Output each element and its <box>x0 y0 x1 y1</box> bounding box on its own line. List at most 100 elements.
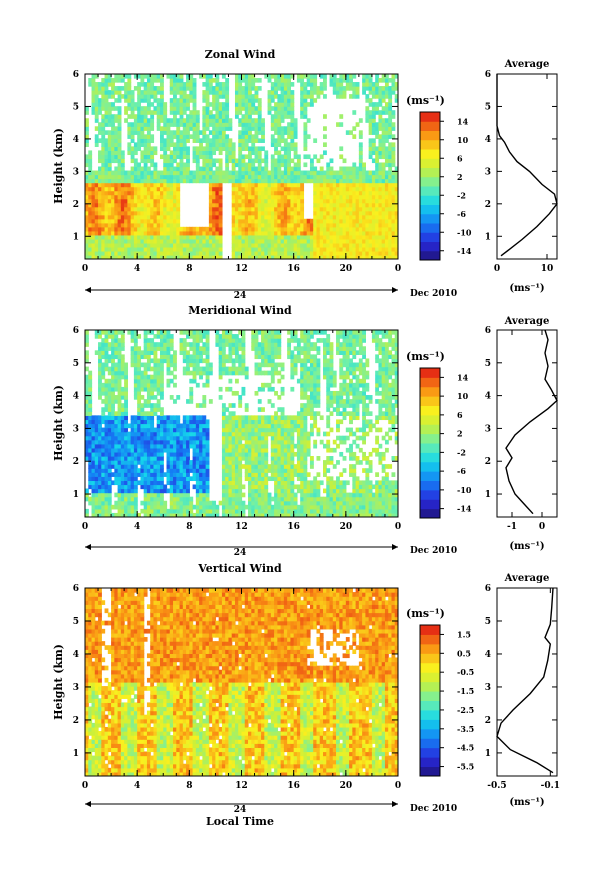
heatmap-cell <box>140 142 145 147</box>
heatmap-cell <box>104 390 109 396</box>
heatmap-cell <box>107 142 112 147</box>
heatmap-cell <box>127 202 132 208</box>
heatmap-cell <box>349 74 353 79</box>
heatmap-cell <box>146 338 151 343</box>
heatmap-cell <box>358 182 363 188</box>
heatmap-cell <box>358 214 363 220</box>
heatmap-cell <box>166 334 171 339</box>
heatmap-cell <box>248 250 252 256</box>
heatmap-cell <box>384 254 389 259</box>
heatmap-cell <box>195 346 200 351</box>
heatmap-cell <box>241 234 246 240</box>
heatmap-cell <box>186 238 190 244</box>
heatmap-cell <box>101 254 106 259</box>
heatmap-cell <box>166 126 171 131</box>
heatmap-cell <box>127 210 132 216</box>
heatmap-cell <box>202 382 207 388</box>
heatmap-cell <box>104 342 109 347</box>
heatmap-cell <box>101 174 106 180</box>
heatmap-cell <box>394 174 398 180</box>
heatmap-cell <box>124 508 128 514</box>
heatmap-cell <box>358 226 363 232</box>
heatmap-cell <box>98 500 102 506</box>
heatmap-cell <box>212 198 217 204</box>
heatmap-cell <box>388 238 393 244</box>
heatmap-cell <box>98 102 102 107</box>
heatmap-cell <box>127 190 132 196</box>
heatmap-cell <box>371 202 376 208</box>
heatmap-cell <box>283 210 288 216</box>
heatmap-cell <box>130 354 135 360</box>
heatmap-cell <box>143 210 148 216</box>
heatmap-cell <box>238 500 243 506</box>
heatmap-cell <box>166 250 171 256</box>
heatmap-cell <box>303 246 308 252</box>
heatmap-cell <box>117 198 122 204</box>
heatmap-cell <box>277 178 282 184</box>
heatmap-cell <box>130 94 135 99</box>
heatmap-cell <box>101 106 106 111</box>
heatmap-cell <box>381 254 386 259</box>
heatmap-cell <box>391 142 396 147</box>
heatmap-cell <box>130 472 135 477</box>
heatmap-cell <box>218 102 223 107</box>
heatmap-cell <box>388 154 393 160</box>
heatmap-cell <box>306 170 311 176</box>
heatmap-cell <box>371 230 376 236</box>
heatmap-cell <box>156 464 161 469</box>
heatmap-cell <box>283 170 288 176</box>
heatmap-cell <box>107 500 112 506</box>
heatmap-cell <box>186 334 190 339</box>
heatmap-cell <box>290 74 295 79</box>
heatmap-cell <box>231 431 236 437</box>
heatmap-cell <box>375 110 380 115</box>
heatmap-cell <box>143 447 148 453</box>
heatmap-cell <box>371 194 376 200</box>
heatmap-cell <box>394 182 398 188</box>
heatmap-cell <box>368 206 373 212</box>
heatmap-cell <box>159 246 164 252</box>
heatmap-cell <box>179 435 184 441</box>
heatmap-cell <box>133 390 138 396</box>
heatmap-cell <box>257 238 262 244</box>
heatmap-cell <box>228 158 233 164</box>
heatmap-cell <box>234 110 239 115</box>
heatmap-cell <box>159 407 164 412</box>
heatmap-cell <box>231 334 236 339</box>
heatmap-cell <box>381 226 386 232</box>
heatmap-cell <box>146 242 151 248</box>
heatmap-cell <box>352 190 357 196</box>
heatmap-cell <box>336 178 340 184</box>
heatmap-cell <box>234 370 239 376</box>
heatmap-cell <box>309 78 314 83</box>
heatmap-cell <box>371 94 376 99</box>
heatmap-cell <box>329 198 334 204</box>
heatmap-cell <box>189 234 194 240</box>
heatmap-cell <box>238 439 243 445</box>
heatmap-cell <box>182 476 187 482</box>
heatmap-cell <box>179 102 184 107</box>
heatmap-cell <box>189 122 194 127</box>
heatmap-cell <box>88 198 93 204</box>
heatmap-cell <box>215 90 220 95</box>
heatmap-cell <box>316 186 321 192</box>
heatmap-cell <box>169 218 174 224</box>
heatmap-cell <box>205 246 210 252</box>
heatmap-cell <box>104 214 109 220</box>
heatmap-cell <box>91 500 96 506</box>
heatmap-cell <box>244 146 249 152</box>
heatmap-cell <box>156 419 161 425</box>
heatmap-cell <box>358 198 363 204</box>
heatmap-cell <box>218 118 223 123</box>
heatmap-cell <box>381 186 386 192</box>
heatmap-cell <box>368 90 373 95</box>
heatmap-cell <box>107 114 112 119</box>
heatmap-cell <box>218 166 223 172</box>
heatmap-cell <box>130 98 135 103</box>
heatmap-cell <box>375 238 380 244</box>
heatmap-cell <box>101 146 106 152</box>
heatmap-cell <box>91 226 96 232</box>
heatmap-cell <box>163 419 168 425</box>
heatmap-cell <box>218 194 223 200</box>
heatmap-cell <box>133 242 138 248</box>
